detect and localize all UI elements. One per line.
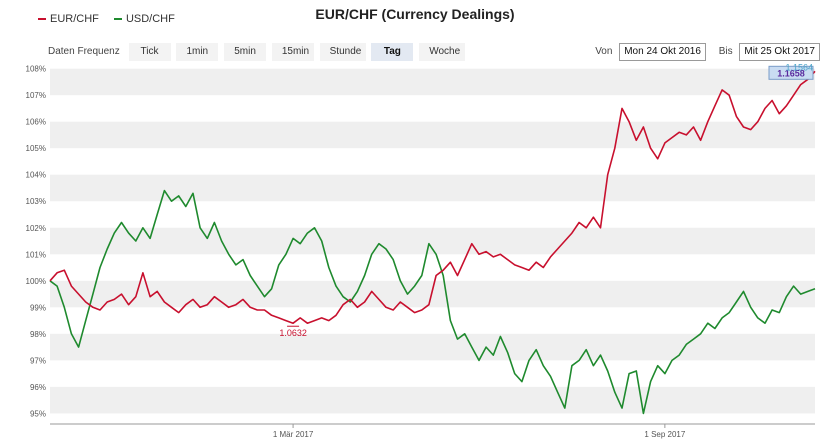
chart-title: EUR/CHF (Currency Dealings) bbox=[315, 6, 515, 22]
to-label: Bis bbox=[718, 46, 733, 57]
freq-button-1min[interactable]: 1min bbox=[176, 43, 219, 61]
y-tick-label: 101% bbox=[26, 250, 46, 259]
secondary-value-label: 1.1564 bbox=[785, 62, 813, 72]
y-tick-label: 97% bbox=[30, 356, 46, 365]
from-date-input[interactable]: Mon 24 Okt 2016 bbox=[619, 43, 706, 61]
y-tick-label: 99% bbox=[30, 303, 46, 312]
legend: EUR/CHF USD/CHF bbox=[38, 13, 187, 25]
grid-band bbox=[50, 280, 815, 308]
frequency-selector: Daten Frequenz Tick 1min 5min 15min Stun… bbox=[48, 43, 468, 61]
grid-band bbox=[50, 174, 815, 202]
legend-item-usdchf[interactable]: USD/CHF bbox=[113, 13, 175, 25]
grid-band bbox=[50, 68, 815, 96]
series-lines bbox=[49, 70, 816, 415]
x-tick-label: 1 Mär 2017 bbox=[273, 430, 314, 439]
grid-band bbox=[50, 386, 815, 414]
y-tick-label: 98% bbox=[30, 330, 46, 339]
to-date-input[interactable]: Mit 25 Okt 2017 bbox=[739, 43, 820, 61]
freq-button-tag[interactable]: Tag bbox=[371, 43, 414, 61]
x-axis-ticks: 1 Mär 2017 1 Sep 2017 bbox=[273, 424, 686, 439]
series-line-eurchf bbox=[49, 70, 816, 325]
grid-band bbox=[50, 333, 815, 361]
grid-bands bbox=[50, 68, 815, 414]
y-axis-ticks: 95% 96% 97% 98% 99% 100% 101% 102% 103% 104% 105% 1… bbox=[26, 65, 46, 419]
freq-button-5min[interactable]: 5min bbox=[224, 43, 267, 61]
y-tick-label: 105% bbox=[26, 144, 46, 153]
freq-button-stunde[interactable]: Stunde bbox=[319, 43, 366, 61]
date-range: Von Mon 24 Okt 2016 Bis Mit 25 Okt 2017 bbox=[591, 43, 820, 61]
y-tick-label: 107% bbox=[26, 91, 46, 100]
freq-button-woche[interactable]: Woche bbox=[419, 43, 466, 61]
legend-label-usdchf: USD/CHF bbox=[125, 13, 175, 25]
freq-button-tick[interactable]: Tick bbox=[128, 43, 171, 61]
y-tick-label: 95% bbox=[30, 409, 46, 418]
series-line-usdchf bbox=[49, 189, 816, 415]
freq-button-15min[interactable]: 15min bbox=[271, 43, 314, 61]
last-value-box bbox=[768, 65, 814, 80]
legend-swatch-usdchf bbox=[113, 18, 122, 21]
y-tick-label: 108% bbox=[26, 65, 46, 74]
y-tick-label: 100% bbox=[26, 277, 46, 286]
grid-band bbox=[50, 121, 815, 149]
legend-swatch-eurchf bbox=[38, 18, 46, 21]
y-tick-label: 104% bbox=[26, 171, 46, 180]
y-tick-label: 103% bbox=[26, 197, 46, 206]
legend-label-eurchf: EUR/CHF bbox=[50, 13, 99, 25]
y-tick-label: 102% bbox=[26, 224, 46, 233]
x-tick-label: 1 Sep 2017 bbox=[644, 430, 685, 439]
min-annotation: 1.0632 bbox=[279, 328, 307, 338]
last-value-label: 1.1658 bbox=[777, 68, 805, 78]
legend-item-eurchf[interactable]: EUR/CHF bbox=[38, 13, 99, 25]
frequency-label: Daten Frequenz bbox=[48, 46, 120, 57]
from-label: Von bbox=[595, 46, 613, 57]
y-tick-label: 96% bbox=[30, 383, 46, 392]
y-tick-label: 106% bbox=[26, 118, 46, 127]
